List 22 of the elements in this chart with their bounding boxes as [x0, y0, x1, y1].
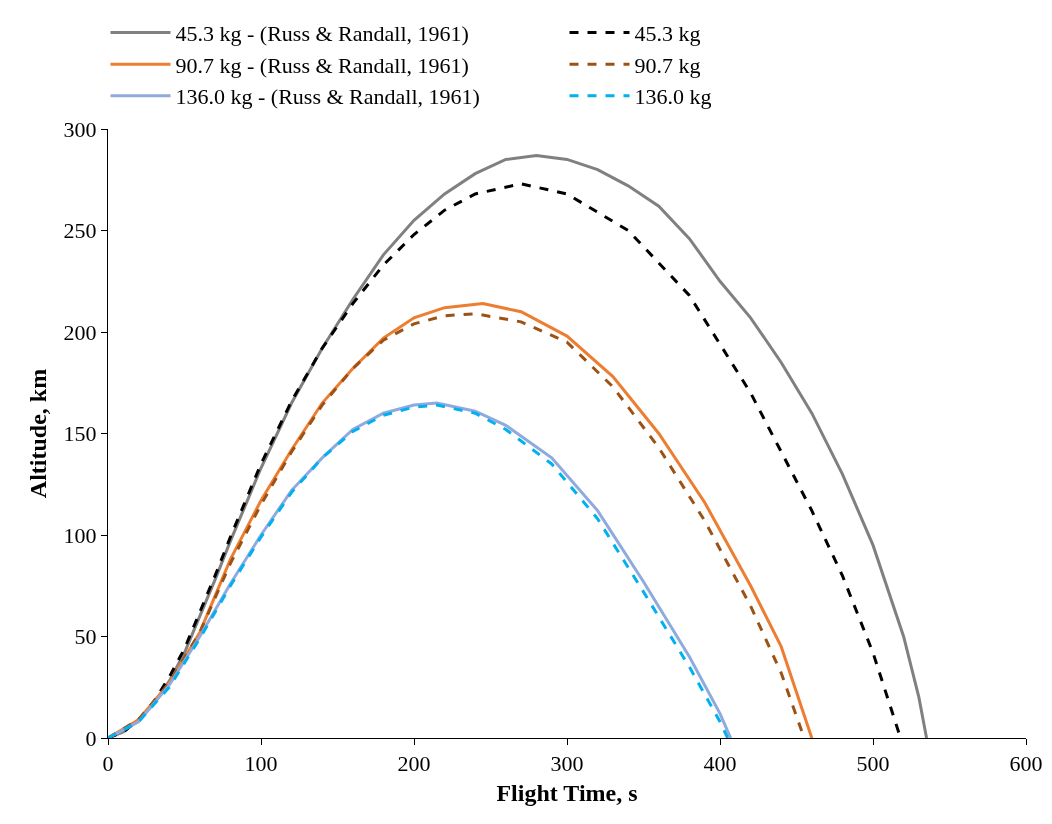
x-tick-label: 200	[397, 751, 431, 777]
y-axis-title: Altitude, km	[24, 368, 51, 499]
x-tick-label: 300	[550, 751, 584, 777]
x-tick-label: 400	[703, 751, 737, 777]
legend-label: 45.3 kg - (Russ & Randall, 1961)	[175, 21, 469, 47]
y-tick-label: 0	[85, 725, 97, 751]
x-axis-title: Flight Time, s	[496, 779, 638, 806]
x-tick-label: 500	[856, 751, 890, 777]
y-tick-label: 200	[63, 319, 97, 345]
legend-label: 90.7 kg	[634, 52, 701, 78]
y-tick-label: 100	[63, 522, 97, 548]
x-tick-label: 600	[1009, 751, 1043, 777]
x-tick-label: 0	[102, 751, 114, 777]
y-tick-label: 50	[74, 624, 97, 650]
y-tick-label: 250	[63, 218, 97, 244]
legend-label: 45.3 kg	[634, 21, 701, 47]
legend-label: 136.0 kg - (Russ & Randall, 1961)	[175, 84, 480, 110]
legend-label: 136.0 kg	[634, 84, 712, 110]
y-tick-label: 300	[63, 116, 97, 142]
legend-label: 90.7 kg - (Russ & Randall, 1961)	[175, 52, 469, 78]
x-tick-label: 100	[244, 751, 278, 777]
y-tick-label: 150	[63, 421, 97, 447]
